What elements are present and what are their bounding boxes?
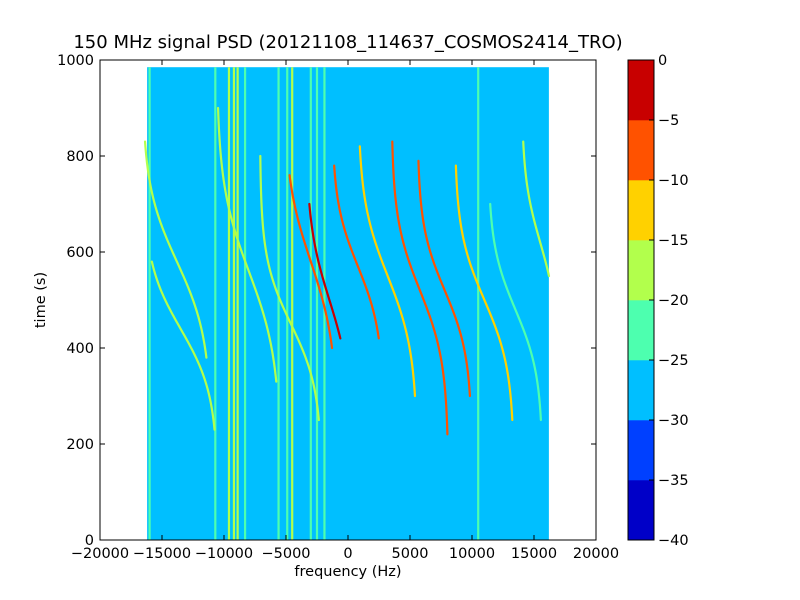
doppler-track-11 [489, 202, 542, 422]
y-tick-label: 800 [66, 149, 94, 165]
colorbar-tick-label: 0 [658, 53, 667, 69]
doppler-track-12 [522, 140, 551, 278]
y-tick-label: 0 [85, 533, 94, 549]
y-tick-label: 200 [66, 437, 94, 453]
chart-title: 150 MHz signal PSD (20121108_114637_COSM… [73, 32, 622, 53]
colorbar-tick-label: −30 [658, 413, 689, 429]
colorbar-band [628, 300, 654, 361]
doppler-track-1 [143, 140, 208, 359]
x-tick-label: 15000 [511, 546, 557, 562]
x-tick-label: −20000 [71, 546, 129, 562]
spectrogram-background [147, 67, 549, 540]
y-tick-label: 400 [66, 341, 94, 357]
doppler-track-10 [454, 164, 514, 422]
colorbar-band [628, 60, 654, 121]
colorbar-band [628, 360, 654, 421]
x-tick-label: 5000 [392, 546, 429, 562]
colorbar-tick-label: −20 [658, 293, 689, 309]
x-tick-label: −15000 [133, 546, 191, 562]
y-axis-label: time (s) [33, 272, 49, 328]
y-axis: 0 200 400 600 800 1000 [57, 53, 596, 549]
doppler-track-3 [259, 154, 320, 422]
colorbar-band [628, 180, 654, 241]
x-tick-label: −10000 [195, 546, 253, 562]
x-tick-label: −5000 [261, 546, 310, 562]
colorbar-band [628, 120, 654, 181]
doppler-track-2 [216, 106, 278, 383]
colorbar-tick-label: −10 [658, 173, 689, 189]
y-tick-label: 600 [66, 245, 94, 261]
y-tick-label: 1000 [57, 53, 94, 69]
colorbar-tick-label: −35 [658, 473, 689, 489]
x-axis-label: frequency (Hz) [294, 564, 401, 580]
colorbar-tick-label: −25 [658, 353, 689, 369]
x-axis: −20000 −15000 −10000 −5000 0 5000 10000 15000 20… [71, 60, 619, 562]
doppler-track-6 [333, 164, 380, 340]
x-tick-label: 10000 [449, 546, 495, 562]
colorbar-band [628, 240, 654, 301]
doppler-track-7 [358, 145, 417, 398]
doppler-track-9 [417, 159, 472, 398]
x-tick-label: 0 [343, 546, 352, 562]
colorbar-tick-label: −5 [658, 113, 679, 129]
colorbar: −40 −35 −30 −25 −20 −15 −10 −5 0 [627, 53, 689, 549]
doppler-track-0 [150, 260, 216, 431]
colorbar-band [628, 480, 654, 541]
heatmap-area [143, 67, 551, 540]
colorbar-band [628, 420, 654, 481]
doppler-track-8 [391, 140, 449, 436]
colorbar-tick-label: −40 [658, 533, 689, 549]
x-tick-label: 20000 [573, 546, 619, 562]
doppler-track-5 [308, 202, 342, 340]
colorbar-tick-label: −15 [658, 233, 689, 249]
doppler-track-4 [288, 174, 334, 350]
